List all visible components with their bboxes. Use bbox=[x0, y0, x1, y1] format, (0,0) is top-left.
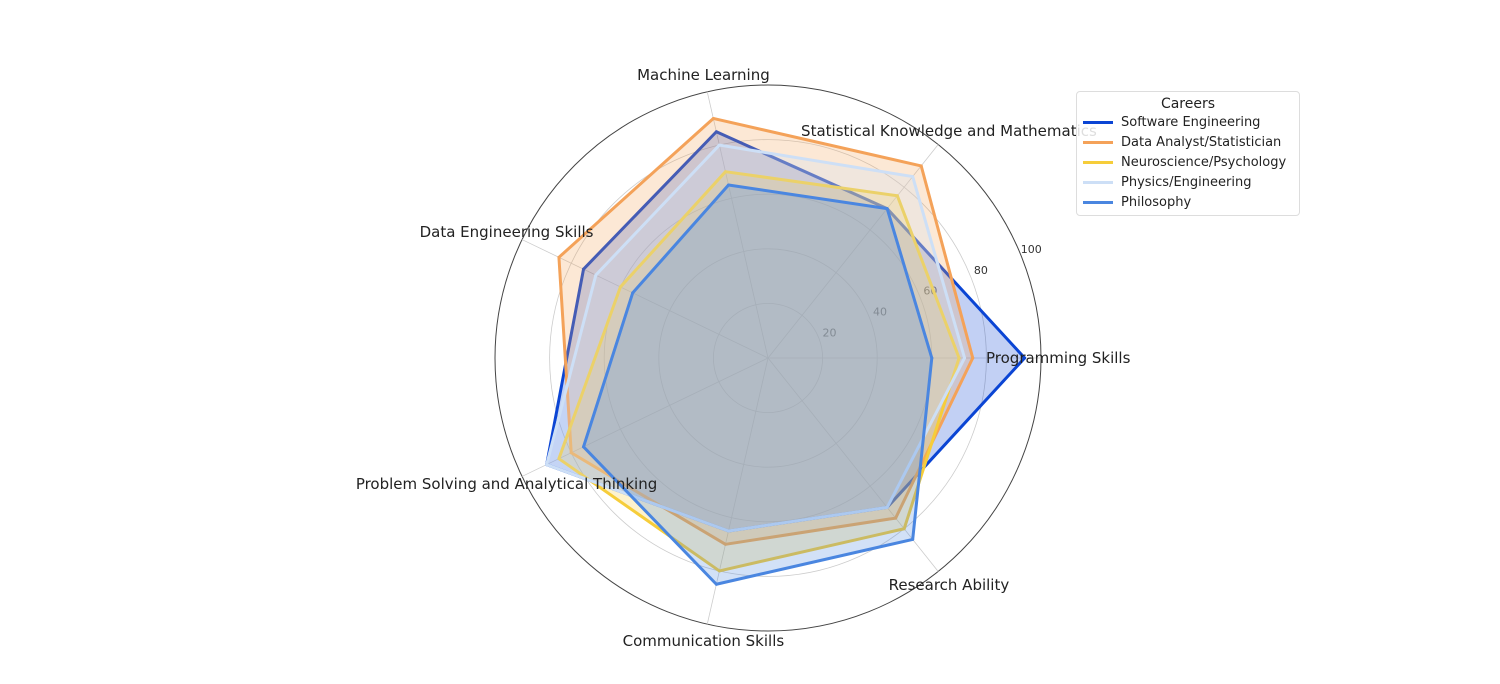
r-tick-label: 20 bbox=[823, 327, 837, 340]
legend-label: Software Engineering bbox=[1121, 114, 1261, 130]
axis-label: Research Ability bbox=[889, 576, 1010, 594]
data-point bbox=[957, 356, 961, 360]
axis-label: Machine Learning bbox=[637, 66, 770, 84]
data-point bbox=[930, 356, 934, 360]
legend-swatch bbox=[1083, 180, 1113, 184]
axis-spoke bbox=[521, 239, 769, 359]
legend-swatch bbox=[1083, 140, 1113, 144]
legend-swatch bbox=[1083, 200, 1113, 204]
data-point bbox=[582, 267, 586, 271]
data-point bbox=[895, 194, 899, 198]
axis-label: Communication Skills bbox=[623, 632, 785, 650]
legend-item: Physics/Engineering bbox=[1077, 172, 1299, 192]
data-point bbox=[894, 516, 898, 520]
legend-label: Physics/Engineering bbox=[1121, 174, 1252, 190]
data-point bbox=[1023, 356, 1027, 360]
data-point bbox=[714, 582, 718, 586]
r-tick-label: 80 bbox=[974, 264, 988, 277]
data-point bbox=[723, 542, 727, 546]
series-fill bbox=[546, 131, 1025, 532]
series-fill bbox=[546, 145, 965, 532]
data-point bbox=[557, 457, 561, 461]
data-point bbox=[545, 463, 549, 467]
series-line bbox=[557, 116, 975, 546]
data-point bbox=[569, 451, 573, 455]
data-point bbox=[711, 116, 715, 120]
axis-spoke bbox=[706, 357, 769, 625]
axis-label: Statistical Knowledge and Mathematics bbox=[801, 122, 1097, 140]
axis-label: Programming Skills bbox=[986, 349, 1131, 367]
data-point bbox=[557, 255, 561, 259]
data-point bbox=[919, 164, 923, 168]
axis-spoke bbox=[767, 357, 939, 572]
axis-label: Data Engineering Skills bbox=[420, 223, 594, 241]
legend-item: Software Engineering bbox=[1077, 112, 1299, 132]
legend-item: Data Analyst/Statistician bbox=[1077, 132, 1299, 152]
data-point bbox=[911, 537, 915, 541]
axis-spoke bbox=[706, 91, 769, 359]
legend-title: Careers bbox=[1160, 96, 1216, 112]
legend-label: Neuroscience/Psychology bbox=[1121, 154, 1287, 170]
data-point bbox=[618, 285, 622, 289]
legend-item: Neuroscience/Psychology bbox=[1077, 152, 1299, 172]
axis-label: Problem Solving and Analytical Thinking bbox=[356, 475, 657, 493]
data-point bbox=[714, 130, 718, 134]
legend-label: Data Analyst/Statistician bbox=[1121, 134, 1282, 150]
series-line bbox=[582, 183, 934, 586]
data-point bbox=[885, 207, 889, 211]
r-tick-label: 40 bbox=[873, 306, 887, 319]
legend-item: Philosophy bbox=[1077, 192, 1299, 212]
data-point bbox=[727, 183, 731, 187]
data-point bbox=[963, 356, 967, 360]
data-point bbox=[727, 529, 731, 533]
series-fill bbox=[583, 184, 932, 585]
data-point bbox=[971, 356, 975, 360]
series-fill bbox=[558, 171, 960, 571]
data-point bbox=[631, 291, 635, 295]
data-point bbox=[911, 175, 915, 179]
series-line bbox=[545, 143, 967, 533]
data-point bbox=[582, 445, 586, 449]
data-point bbox=[717, 569, 721, 573]
series-fill bbox=[558, 118, 973, 545]
data-point bbox=[885, 505, 889, 509]
legend-label: Philosophy bbox=[1121, 194, 1192, 210]
legend-swatch bbox=[1083, 120, 1113, 124]
data-point bbox=[902, 527, 906, 531]
legend: Careers Software Engineering Data Analyst… bbox=[1076, 91, 1300, 216]
data-point bbox=[723, 170, 727, 174]
data-point bbox=[594, 273, 598, 277]
r-tick-label: 100 bbox=[1021, 243, 1042, 256]
legend-swatch bbox=[1083, 160, 1113, 164]
axis-spoke bbox=[767, 144, 939, 359]
series-line bbox=[557, 170, 961, 573]
data-point bbox=[717, 143, 721, 147]
axis-spoke bbox=[521, 357, 769, 477]
